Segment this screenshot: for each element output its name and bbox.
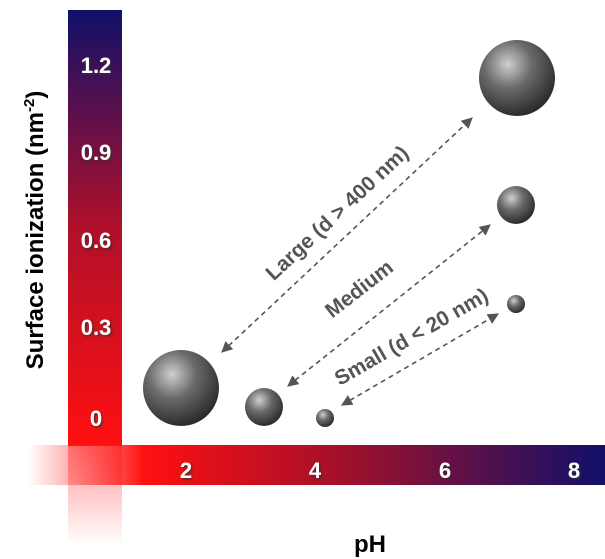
x-axis-label: pH xyxy=(354,531,386,558)
arrows xyxy=(221,117,499,406)
y-tick-label: 0.9 xyxy=(81,140,112,165)
annotation: Medium xyxy=(321,256,398,323)
y-axis-label: Surface ionization (nm-2) xyxy=(21,91,49,370)
y-tick-label: 0 xyxy=(90,406,102,431)
sphere xyxy=(479,40,555,116)
x-tick-label: 4 xyxy=(309,458,322,483)
y-tick-label: 1.2 xyxy=(81,53,112,78)
sphere xyxy=(143,350,219,426)
sphere xyxy=(507,295,525,313)
x-tick-label: 2 xyxy=(180,458,192,483)
y-ticks: 1.2 0.9 0.6 0.3 0 xyxy=(81,53,112,431)
y-axis-label-end: ) xyxy=(22,91,49,99)
arrow xyxy=(287,224,491,387)
sphere xyxy=(316,409,334,427)
annotation: Large (d > 400 nm) xyxy=(261,141,413,285)
y-axis-bar xyxy=(68,10,122,446)
arrow xyxy=(341,313,499,406)
x-axis-bar xyxy=(28,445,605,485)
y-tick-label: 0.3 xyxy=(81,315,112,340)
sphere xyxy=(245,388,283,426)
spheres xyxy=(143,40,555,427)
y-tick-label: 0.6 xyxy=(81,228,112,253)
y-axis-label-text: Surface ionization (nm xyxy=(22,112,49,369)
y-axis-label-sup: -2 xyxy=(21,99,38,112)
x-tick-label: 6 xyxy=(439,458,451,483)
x-tick-label: 8 xyxy=(568,458,580,483)
x-ticks: 2 4 6 8 xyxy=(180,458,580,483)
sphere xyxy=(497,186,535,224)
